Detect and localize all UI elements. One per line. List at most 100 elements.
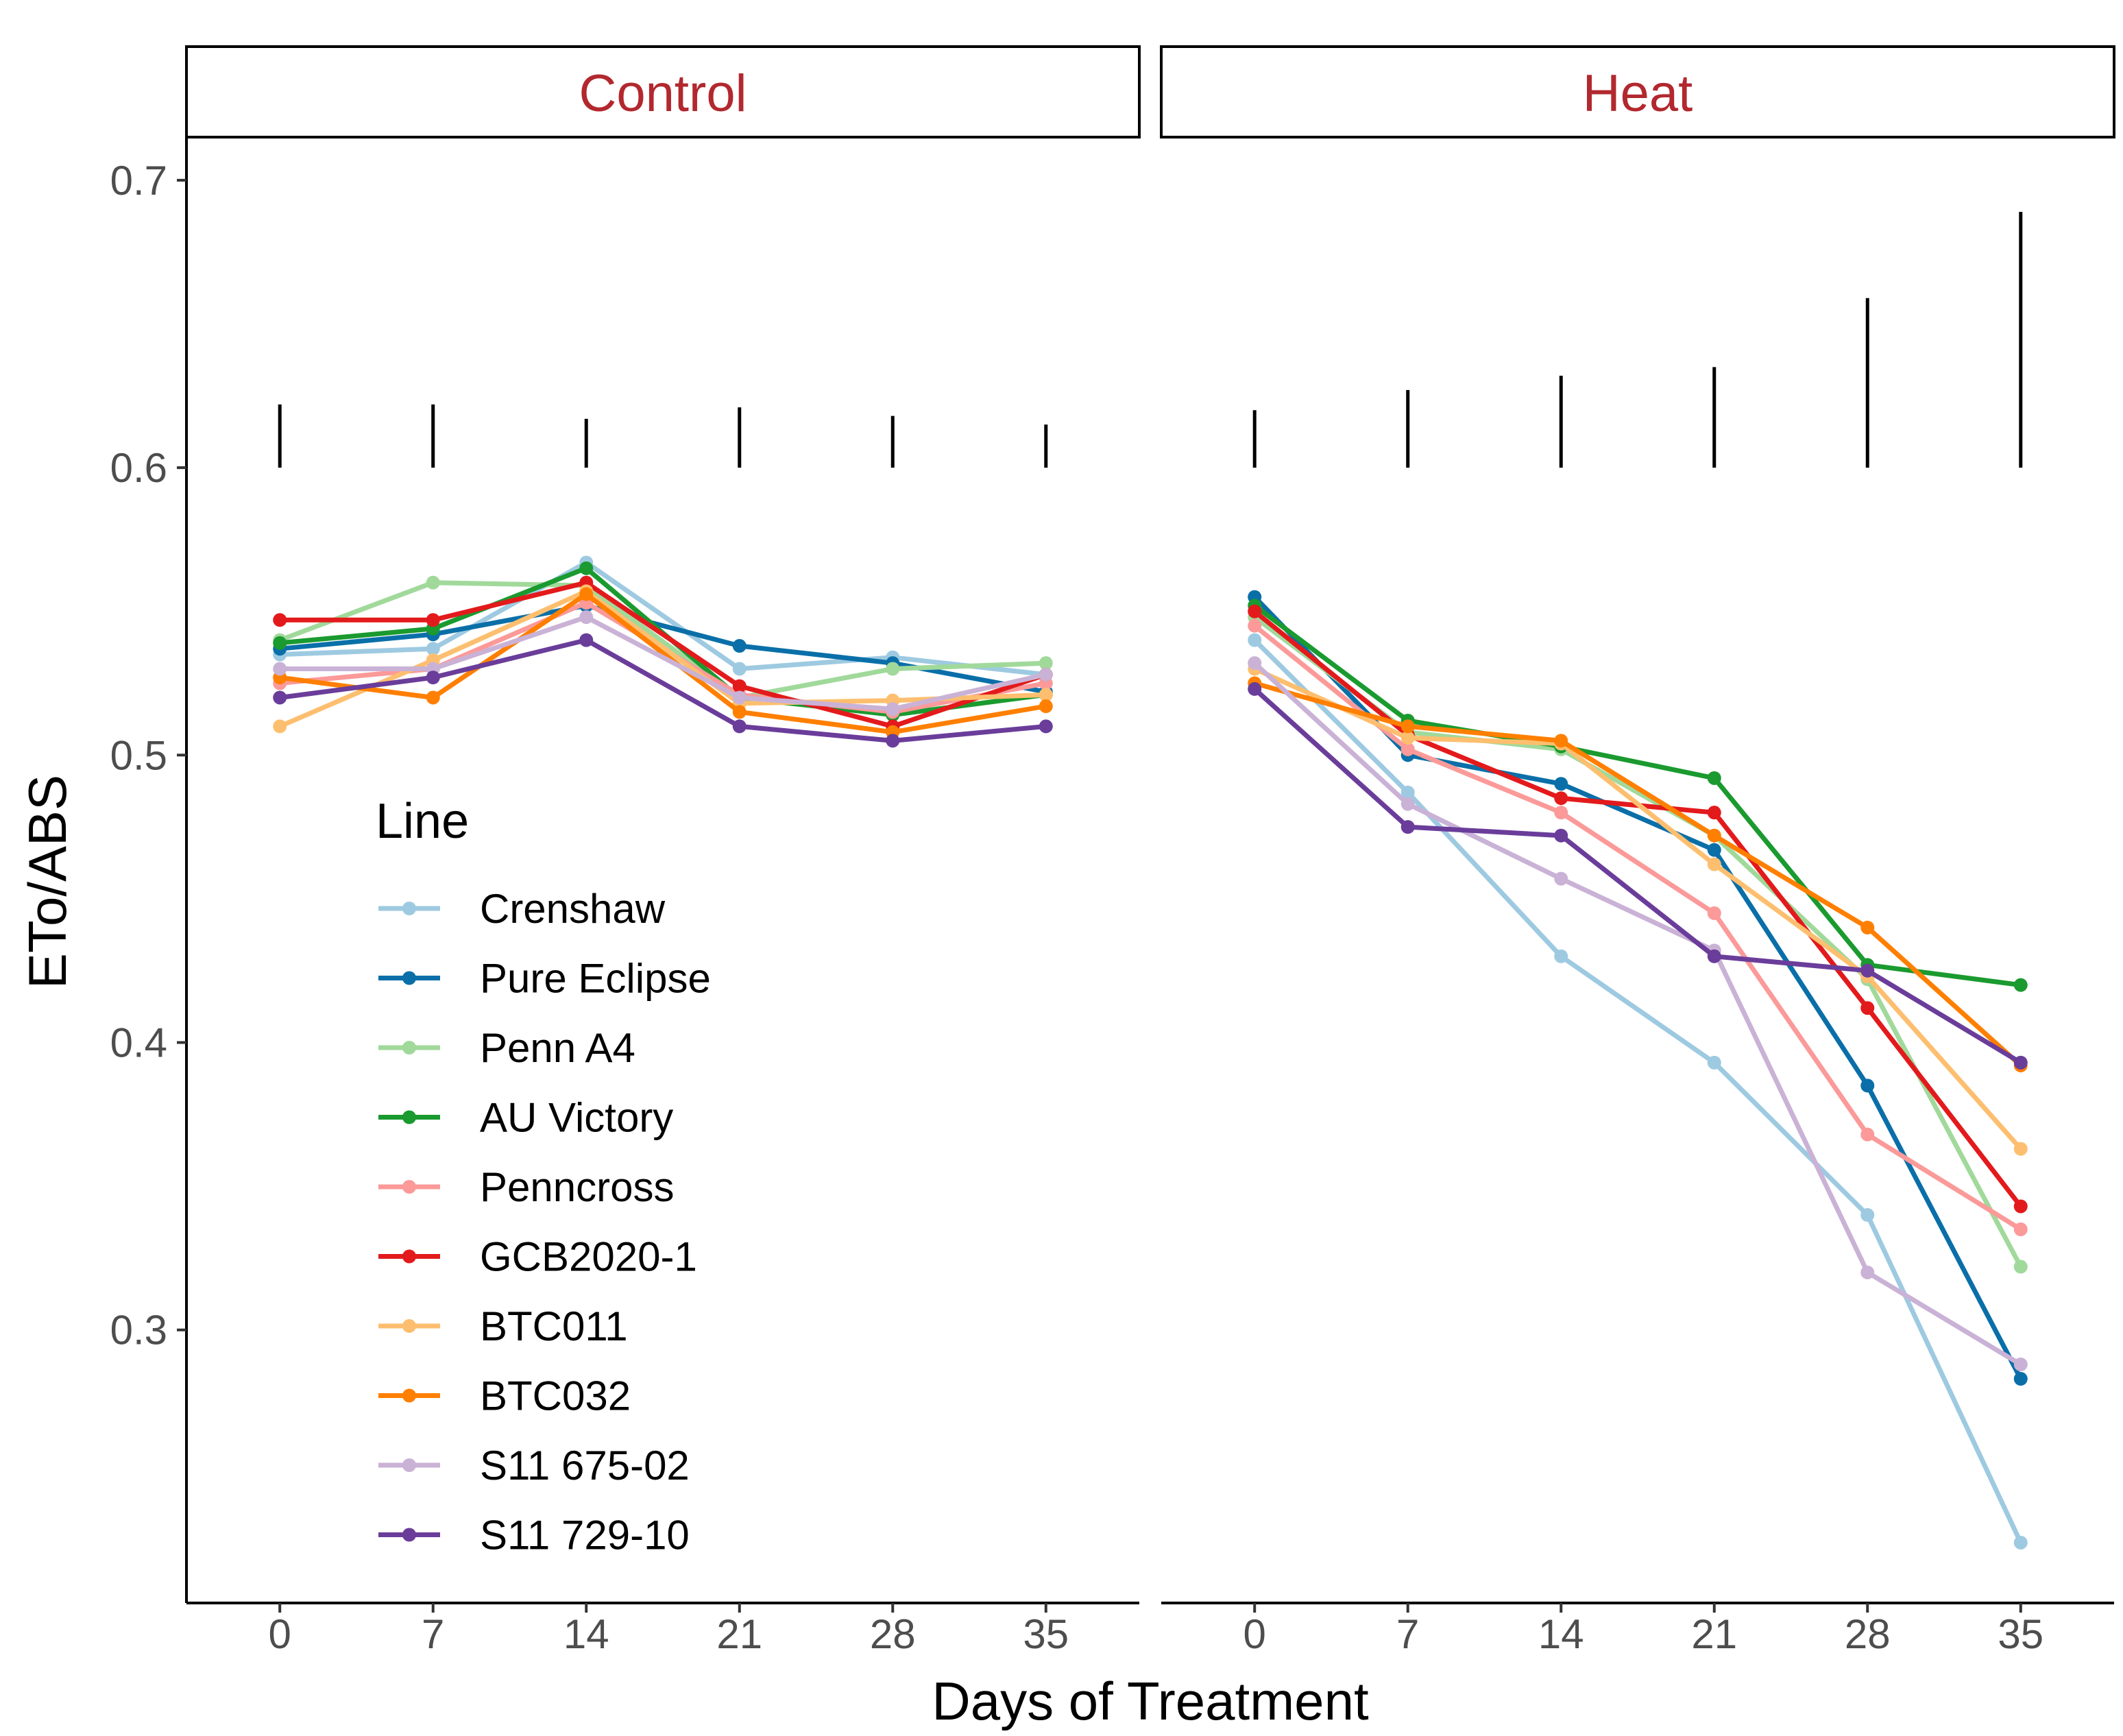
data-point bbox=[732, 719, 747, 734]
y-tick-label: 0.4 bbox=[110, 1020, 167, 1066]
y-tick-label: 0.6 bbox=[110, 445, 167, 491]
legend-item: Pure Eclipse bbox=[378, 956, 711, 1002]
data-point bbox=[1707, 1055, 1721, 1070]
legend-label: Crenshaw bbox=[480, 886, 666, 932]
x-tick-label: 7 bbox=[1396, 1611, 1419, 1657]
legend-item: AU Victory bbox=[378, 1095, 673, 1141]
data-point bbox=[1248, 618, 1262, 633]
x-tick-label: 35 bbox=[1998, 1611, 2043, 1657]
legend-key-point bbox=[402, 1528, 416, 1542]
data-point bbox=[1248, 604, 1262, 618]
x-tick-label: 0 bbox=[269, 1611, 291, 1657]
series-s11-729-10 bbox=[273, 633, 2028, 1070]
data-point bbox=[273, 613, 287, 627]
series-line-heat bbox=[1252, 666, 2024, 1152]
data-point bbox=[426, 671, 440, 685]
data-point bbox=[1400, 797, 1415, 811]
data-point bbox=[1860, 1001, 1875, 1015]
data-point bbox=[2013, 1372, 2028, 1386]
x-tick-label: 14 bbox=[563, 1611, 609, 1657]
x-axis-title: Days of Treatment bbox=[932, 1671, 1369, 1731]
data-point bbox=[426, 613, 440, 627]
x-tick-label: 7 bbox=[422, 1611, 444, 1657]
legend-key-point bbox=[402, 1319, 416, 1333]
x-tick-label: 21 bbox=[716, 1611, 762, 1657]
data-point bbox=[2013, 1222, 2028, 1237]
data-point bbox=[886, 734, 900, 748]
data-point bbox=[732, 705, 747, 719]
data-point bbox=[2013, 1259, 2028, 1274]
data-point bbox=[1707, 843, 1721, 857]
legend: Line Crenshaw Pure Eclipse Penn A4 AU Victo… bbox=[376, 794, 711, 1558]
x-tick-label: 14 bbox=[1538, 1611, 1584, 1657]
data-point bbox=[1860, 1265, 1875, 1279]
data-point bbox=[1707, 906, 1721, 920]
data-point bbox=[579, 587, 594, 601]
error-bars bbox=[278, 211, 2023, 468]
legend-item: BTC032 bbox=[378, 1373, 631, 1419]
data-point bbox=[1554, 806, 1568, 820]
legend-label: S11 729-10 bbox=[480, 1512, 690, 1558]
strip-control bbox=[185, 45, 1141, 138]
strip-heat-label: Heat bbox=[1583, 64, 1693, 123]
data-point bbox=[1400, 742, 1415, 756]
strip-heat bbox=[1160, 45, 2115, 138]
data-point bbox=[1400, 719, 1415, 734]
x-tick-label: 28 bbox=[1845, 1611, 1891, 1657]
legend-key-point bbox=[402, 1458, 416, 1472]
series-line-heat bbox=[1252, 660, 2024, 1367]
data-point bbox=[579, 633, 594, 647]
data-point bbox=[732, 679, 747, 693]
y-tick-label: 0.5 bbox=[110, 732, 167, 778]
data-point bbox=[1554, 949, 1568, 963]
data-point bbox=[426, 642, 440, 656]
legend-item: GCB2020-1 bbox=[378, 1234, 697, 1280]
legend-label: GCB2020-1 bbox=[480, 1234, 697, 1280]
data-point bbox=[1707, 857, 1721, 871]
legend-key-point bbox=[402, 902, 416, 915]
legend-item: BTC011 bbox=[378, 1303, 628, 1349]
y-tick-label: 0.7 bbox=[110, 158, 167, 204]
data-point bbox=[273, 719, 287, 734]
legend-key-point bbox=[402, 1041, 416, 1054]
data-point bbox=[1554, 791, 1568, 806]
data-point bbox=[579, 610, 594, 625]
series-line-control bbox=[277, 580, 1049, 700]
data-point bbox=[1554, 828, 1568, 843]
data-point bbox=[273, 690, 287, 705]
data-point bbox=[1707, 806, 1721, 820]
series-line-heat bbox=[1252, 603, 2024, 988]
y-axis-title: ETo/ABS bbox=[17, 775, 77, 989]
legend-key-point bbox=[402, 1388, 416, 1403]
data-point bbox=[1039, 699, 1053, 714]
data-point bbox=[1248, 656, 1262, 671]
legend-item: Penncross bbox=[378, 1164, 674, 1210]
legend-title: Line bbox=[376, 794, 469, 849]
facet-strips: Control Heat bbox=[185, 45, 2115, 138]
data-point bbox=[886, 662, 900, 676]
series-layer bbox=[273, 555, 2028, 1550]
data-point bbox=[1707, 771, 1721, 785]
y-tick-label: 0.3 bbox=[110, 1307, 167, 1353]
legend-item: Crenshaw bbox=[378, 886, 666, 932]
series-line-control bbox=[277, 559, 1049, 677]
data-point bbox=[732, 690, 747, 705]
data-point bbox=[1707, 828, 1721, 843]
series-line-control bbox=[277, 588, 1049, 729]
legend-label: AU Victory bbox=[480, 1095, 673, 1141]
series-line-control bbox=[277, 580, 1049, 729]
data-point bbox=[426, 575, 440, 590]
data-point bbox=[1554, 734, 1568, 748]
data-point bbox=[1400, 731, 1415, 745]
legend-key-point bbox=[402, 1180, 416, 1194]
legend-label: BTC011 bbox=[480, 1303, 628, 1349]
series-btc032 bbox=[273, 587, 2028, 1073]
data-point bbox=[1400, 820, 1415, 834]
data-point bbox=[1554, 871, 1568, 886]
series-line-heat bbox=[1252, 686, 2024, 1065]
x-tick-label: 0 bbox=[1244, 1611, 1266, 1657]
data-point bbox=[732, 662, 747, 676]
series-line-heat bbox=[1252, 681, 2024, 1068]
data-point bbox=[2013, 1535, 2028, 1550]
